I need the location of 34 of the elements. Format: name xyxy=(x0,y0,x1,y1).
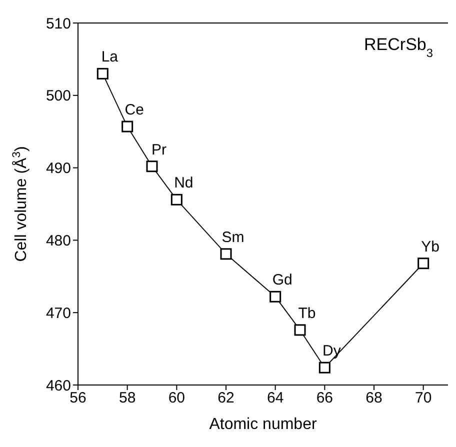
y-tick-label: 480 xyxy=(46,232,71,250)
point xyxy=(418,258,430,270)
annotation: RECrSb$_{3}$ xyxy=(364,35,434,60)
annotation: Ce xyxy=(124,102,144,119)
point xyxy=(270,290,282,302)
annotation: Tb xyxy=(298,304,316,322)
x-tick-label: 66 xyxy=(316,390,334,407)
annotation: Dy xyxy=(322,342,342,360)
x-tick-label: 56 xyxy=(70,390,86,407)
point xyxy=(96,68,108,80)
y-tick-label: 470 xyxy=(46,304,71,322)
annotation: Yb xyxy=(421,238,440,256)
x-tick-label: 60 xyxy=(168,390,186,407)
x-tick-label: 64 xyxy=(266,390,284,407)
annotation: Sm xyxy=(222,228,244,246)
x-tick-label: 58 xyxy=(118,390,136,407)
annotation: Nd xyxy=(174,174,194,192)
point xyxy=(294,324,306,336)
y-tick-label: 460 xyxy=(46,377,71,394)
x-tick-label: 68 xyxy=(366,390,382,407)
point xyxy=(146,160,158,172)
point xyxy=(318,362,330,374)
y-tick-label: 500 xyxy=(46,88,71,105)
x-tick-label: 70 xyxy=(414,390,432,407)
y-tick-label: 510 xyxy=(46,15,71,32)
annotation: La xyxy=(101,48,119,66)
point xyxy=(122,120,134,132)
point xyxy=(170,194,182,206)
x-tick-label: 62 xyxy=(218,390,234,407)
y-tick-label: 490 xyxy=(46,160,71,178)
point xyxy=(220,248,232,260)
annotation: Pr xyxy=(152,141,167,158)
annotation: Gd xyxy=(272,272,292,289)
x-axis-title: Atomic number xyxy=(209,416,318,433)
